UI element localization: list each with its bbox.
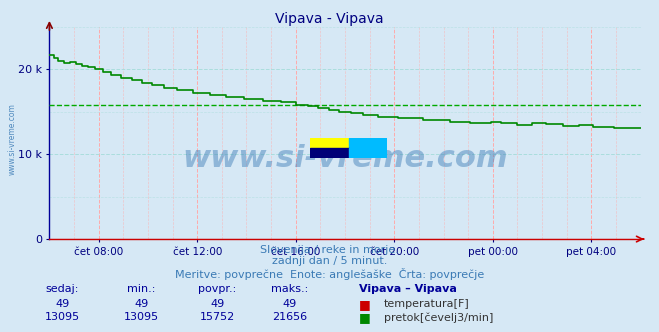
Text: temperatura[F]: temperatura[F] — [384, 299, 470, 309]
Text: 49: 49 — [210, 299, 225, 309]
Bar — [349, 138, 387, 148]
Text: 13095: 13095 — [124, 312, 159, 322]
Text: povpr.:: povpr.: — [198, 284, 237, 294]
Text: maks.:: maks.: — [272, 284, 308, 294]
Text: sedaj:: sedaj: — [46, 284, 79, 294]
Text: 49: 49 — [283, 299, 297, 309]
Bar — [349, 148, 387, 158]
Text: Meritve: povprečne  Enote: anglešaške  Črta: povprečje: Meritve: povprečne Enote: anglešaške Črt… — [175, 268, 484, 280]
Bar — [310, 138, 349, 148]
Text: ■: ■ — [359, 311, 371, 324]
Text: www.si-vreme.com: www.si-vreme.com — [182, 144, 508, 173]
Text: Slovenija / reke in morje.: Slovenija / reke in morje. — [260, 245, 399, 255]
Text: 21656: 21656 — [272, 312, 308, 322]
Text: 15752: 15752 — [200, 312, 235, 322]
Text: www.si-vreme.com: www.si-vreme.com — [8, 104, 17, 175]
Text: Vipava – Vipava: Vipava – Vipava — [359, 284, 457, 294]
Text: Vipava - Vipava: Vipava - Vipava — [275, 12, 384, 26]
Text: 13095: 13095 — [45, 312, 80, 322]
Text: zadnji dan / 5 minut.: zadnji dan / 5 minut. — [272, 256, 387, 266]
Text: min.:: min.: — [127, 284, 156, 294]
Bar — [310, 148, 349, 158]
Text: 49: 49 — [134, 299, 149, 309]
Text: ■: ■ — [359, 298, 371, 311]
Text: pretok[čevelj3/min]: pretok[čevelj3/min] — [384, 312, 494, 323]
Text: 49: 49 — [55, 299, 70, 309]
